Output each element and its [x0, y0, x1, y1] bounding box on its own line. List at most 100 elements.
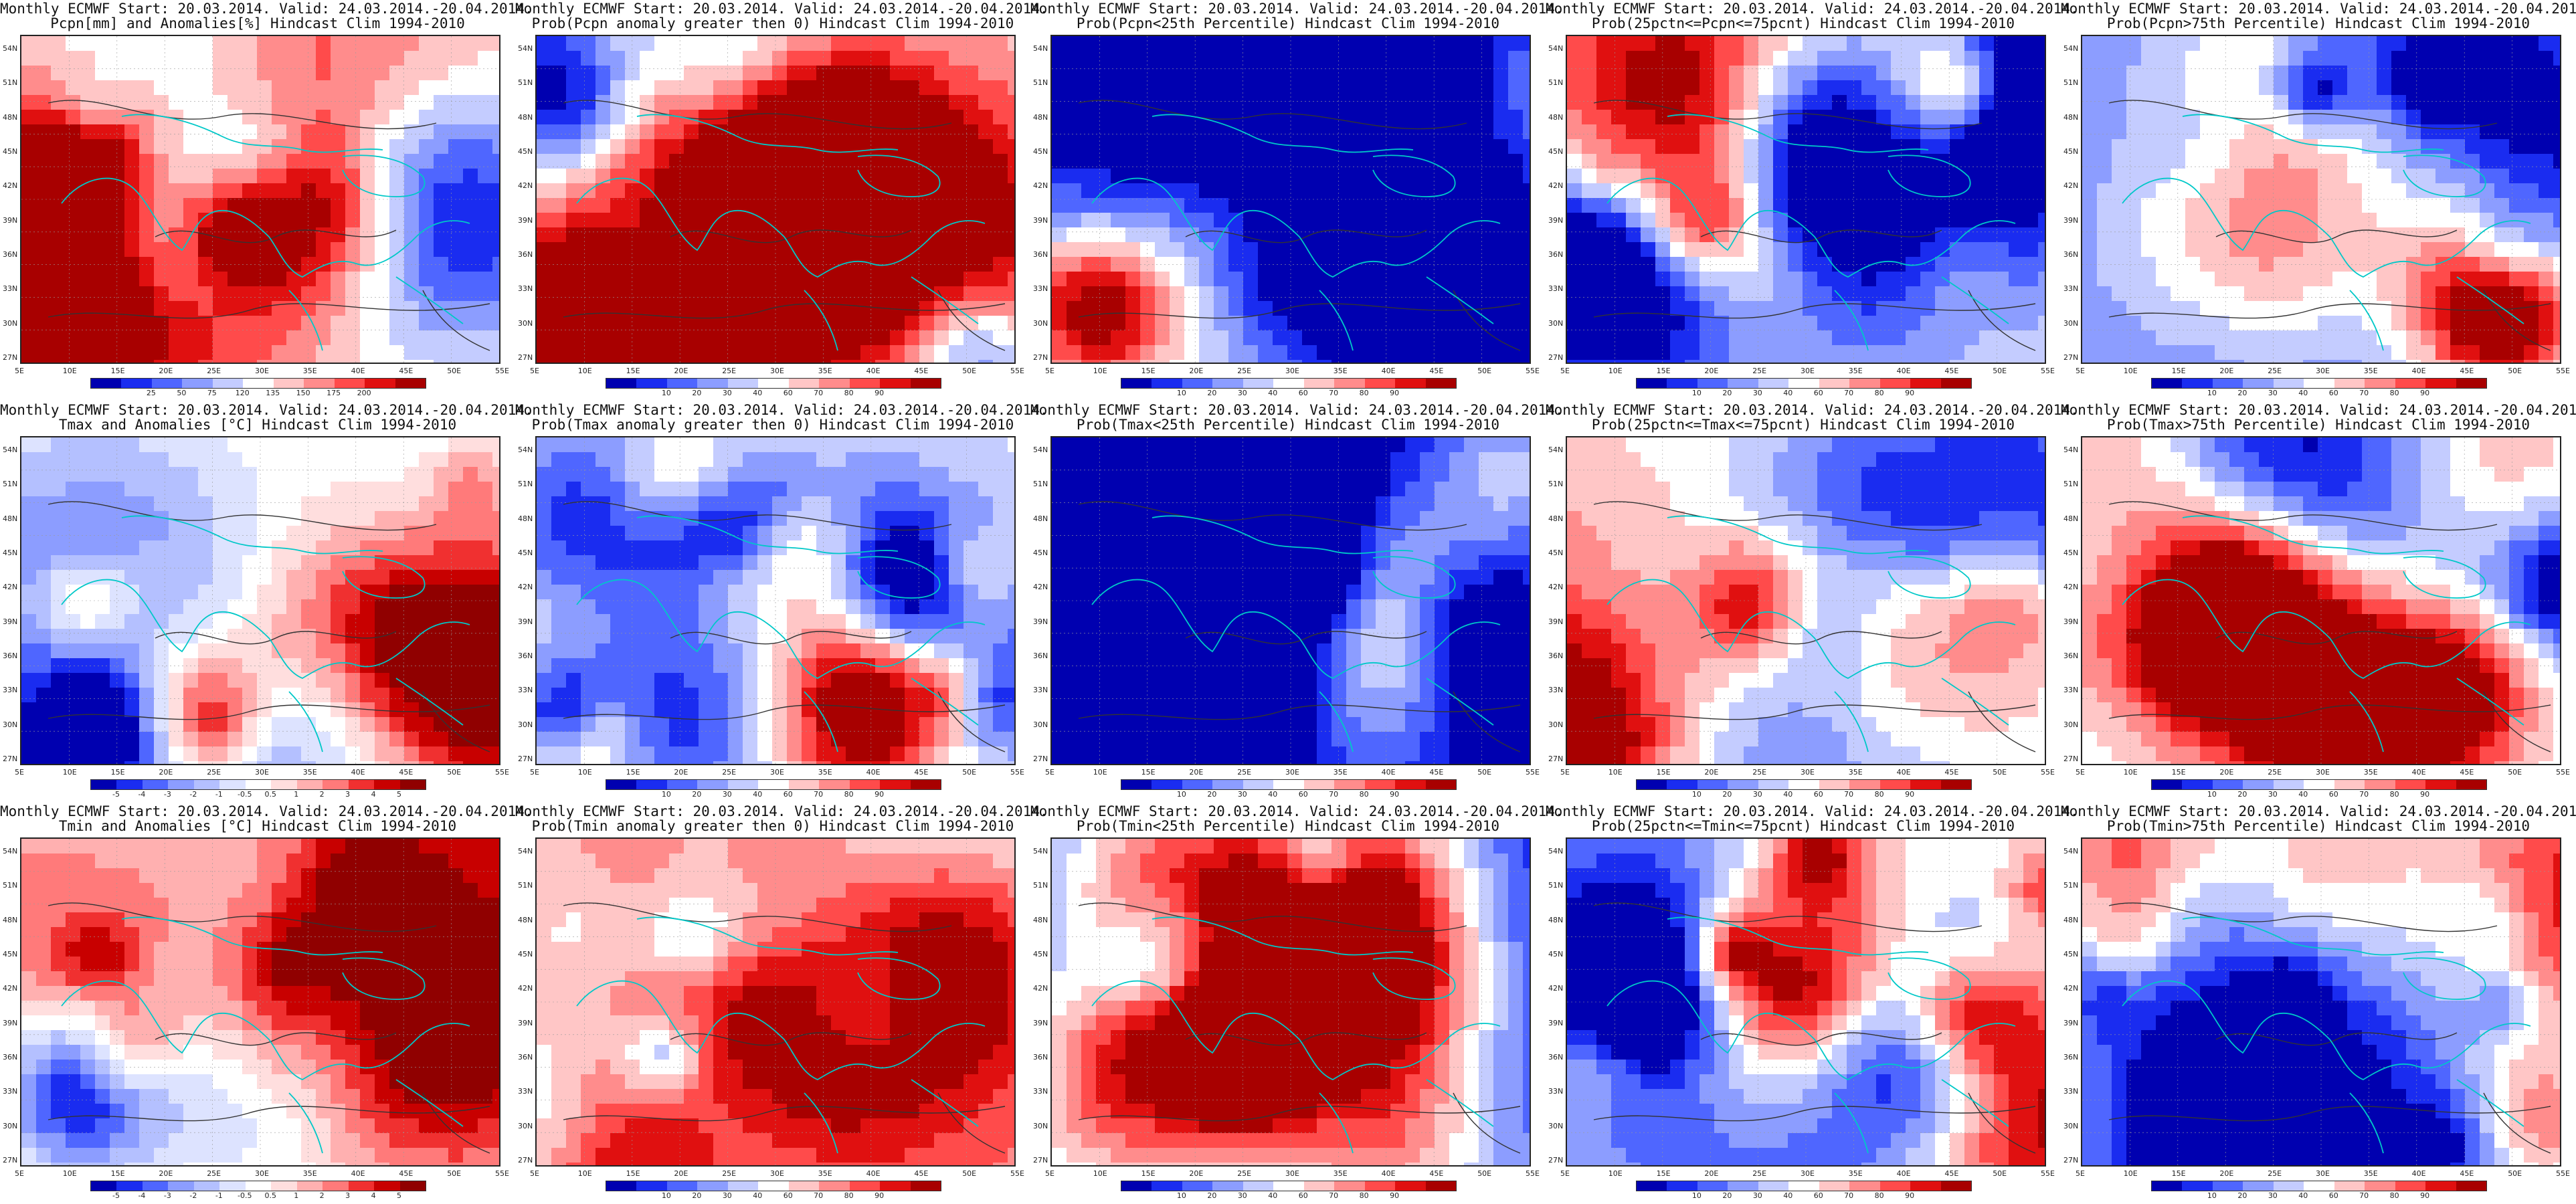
lon-tick-label: 30E	[255, 367, 269, 375]
lat-tick-label: 48N	[1548, 514, 1564, 523]
colorbar-tick-label: 70	[1844, 790, 1854, 799]
colorbar-swatch	[1273, 379, 1304, 388]
colorbar-swatch	[880, 1181, 911, 1191]
colorbar-ticks: -5 -4 -3 -2 -1 -0.5 0.5 1 2 3 4 5	[90, 1191, 425, 1201]
colorbar-swatch	[91, 780, 117, 789]
colorbar	[1636, 1181, 1972, 1191]
lat-tick-label: 36N	[2063, 651, 2079, 660]
lon-tick-label: 55E	[1526, 768, 1540, 777]
colorbar	[90, 1181, 426, 1191]
lon-tick-label: 55E	[1010, 1169, 1024, 1178]
colorbar-tick-label: 10	[661, 389, 671, 397]
colorbar-swatch	[2425, 379, 2456, 388]
colorbar-swatch	[334, 379, 365, 388]
lat-tick-label: 54N	[3, 445, 18, 454]
lon-tick-label: 10E	[62, 768, 77, 777]
lon-tick-label: 10E	[1608, 1169, 1623, 1178]
lat-tick-label: 27N	[1548, 1156, 1564, 1165]
lat-tick-label: 36N	[3, 250, 18, 259]
lon-tick-label: 20E	[674, 367, 688, 375]
lon-tick-label: 40E	[866, 1169, 881, 1178]
colorbar-swatch	[758, 1181, 789, 1191]
lon-tick-label: 30E	[770, 367, 784, 375]
colorbar-swatch	[1910, 1181, 1941, 1191]
lon-tick-label: 15E	[2171, 768, 2186, 777]
lon-tick-label: 50E	[447, 768, 462, 777]
colorbar	[1121, 1181, 1457, 1191]
colorbar-swatch	[1637, 1181, 1667, 1191]
colorbar-swatch	[2395, 379, 2426, 388]
colorbar-swatch	[1697, 1181, 1728, 1191]
lon-tick-label: 45E	[399, 1169, 413, 1178]
colorbar-tick-label: 90	[1390, 1191, 1400, 1200]
colorbar-swatch	[399, 1181, 426, 1191]
lon-tick-label: 40E	[351, 367, 365, 375]
lon-tick-label: 30E	[1285, 768, 1299, 777]
map-panel: Monthly ECMWF Start: 20.03.2014. Valid: …	[0, 0, 533, 401]
lon-tick-label: 25E	[722, 367, 737, 375]
lon-tick-label: 40E	[1896, 1169, 1911, 1178]
colorbar-swatch	[1334, 780, 1365, 789]
lon-tick-label: 25E	[722, 1169, 737, 1178]
lat-tick-label: 42N	[3, 181, 18, 191]
colorbar-swatch	[727, 1181, 759, 1191]
lon-tick-label: 30E	[255, 768, 269, 777]
colorbar-tick-label: 70	[1844, 1191, 1854, 1200]
lat-tick-label: 54N	[518, 847, 533, 856]
map-plot	[1050, 837, 1531, 1167]
colorbar-swatch	[1637, 379, 1667, 388]
colorbar-swatch	[1788, 1181, 1819, 1191]
colorbar-tick-label: -3	[163, 1191, 171, 1200]
lat-tick-label: 45N	[3, 950, 18, 959]
colorbar-tick-label: 70	[1844, 389, 1854, 397]
colorbar-swatch	[168, 1181, 194, 1191]
colorbar-swatch	[243, 379, 274, 388]
lon-tick-label: 20E	[674, 1169, 688, 1178]
lon-tick-label: 35E	[818, 768, 832, 777]
colorbar-swatch	[1303, 780, 1335, 789]
colorbar-swatch	[2334, 379, 2365, 388]
colorbar-swatch	[1758, 379, 1789, 388]
colorbar-swatch	[2273, 780, 2304, 789]
map-panel: Monthly ECMWF Start: 20.03.2014. Valid: …	[515, 803, 1048, 1204]
lon-tick-label: 50E	[962, 1169, 977, 1178]
colorbar-swatch	[2212, 379, 2243, 388]
colorbar-swatch	[880, 780, 911, 789]
colorbar-swatch	[606, 379, 637, 388]
colorbar-tick-label: 10	[1691, 790, 1701, 799]
lat-tick-label: 36N	[1548, 250, 1564, 259]
lon-tick-label: 25E	[2268, 768, 2282, 777]
lon-tick-label: 5E	[2076, 1169, 2085, 1178]
lon-tick-label: 40E	[351, 1169, 365, 1178]
lat-tick-label: 51N	[1548, 480, 1564, 489]
panel-title-line1: Monthly ECMWF Start: 20.03.2014. Valid: …	[0, 402, 533, 418]
colorbar-swatch	[849, 379, 881, 388]
colorbar-swatch	[2212, 780, 2243, 789]
lat-tick-label: 30N	[1548, 318, 1564, 328]
colorbar-swatch	[606, 1181, 637, 1191]
colorbar-swatch	[1182, 1181, 1213, 1191]
lat-tick-label: 36N	[3, 651, 18, 660]
lat-tick-label: 27N	[1033, 1156, 1048, 1165]
colorbar-tick-label: 90	[2420, 389, 2430, 397]
map-plot	[1566, 35, 2046, 364]
colorbar-swatch	[245, 1181, 272, 1191]
colorbar-swatch	[1910, 780, 1941, 789]
colorbar-tick-label: 60	[2328, 1191, 2338, 1200]
lat-tick-label: 36N	[1548, 651, 1564, 660]
colorbar-swatch	[1121, 379, 1152, 388]
colorbar-swatch	[2395, 1181, 2426, 1191]
lat-tick-label: 45N	[1033, 950, 1048, 959]
lat-tick-label: 42N	[2063, 984, 2079, 993]
lat-tick-label: 45N	[2063, 548, 2079, 557]
lon-tick-label: 5E	[2076, 367, 2085, 375]
panel-title-line1: Monthly ECMWF Start: 20.03.2014. Valid: …	[1546, 803, 2079, 819]
lon-tick-label: 15E	[626, 1169, 640, 1178]
lat-tick-label: 45N	[518, 147, 533, 156]
colorbar-tick-label: 1	[294, 790, 299, 799]
panel-title-line2: Tmax and Anomalies [°C] Hindcast Clim 19…	[58, 417, 457, 433]
lat-tick-label: 42N	[3, 583, 18, 592]
panel-title-line1: Monthly ECMWF Start: 20.03.2014. Valid: …	[0, 1, 533, 17]
colorbar-swatch	[1788, 780, 1819, 789]
colorbar-swatch	[2243, 780, 2274, 789]
